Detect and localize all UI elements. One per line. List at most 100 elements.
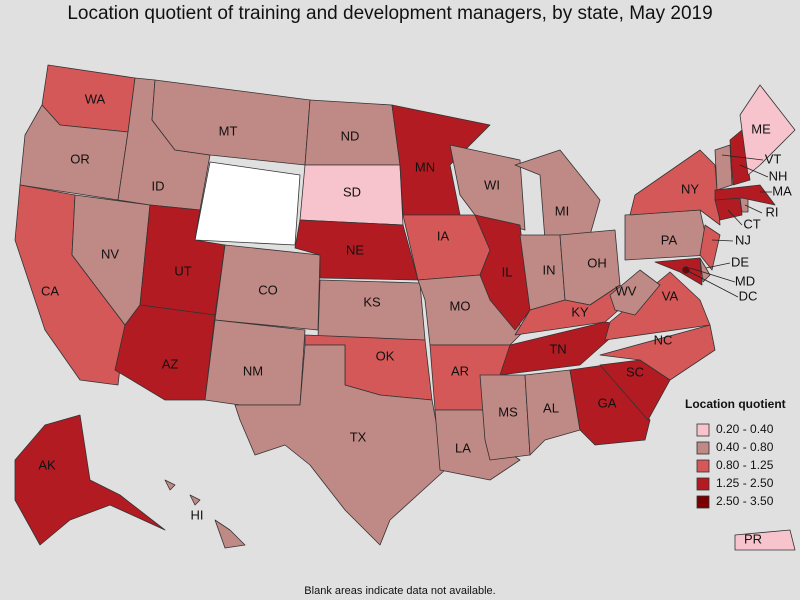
state-label: ND bbox=[341, 128, 360, 143]
state-label: OK bbox=[376, 348, 395, 363]
state-label: IL bbox=[502, 264, 513, 279]
state bbox=[499, 321, 626, 376]
state-label: TN bbox=[549, 341, 566, 356]
state-label: DE bbox=[731, 254, 749, 269]
state bbox=[714, 197, 743, 221]
map-title: Location quotient of training and develo… bbox=[67, 3, 712, 24]
state bbox=[189, 494, 201, 506]
state-label: GA bbox=[598, 395, 617, 410]
state-label: OR bbox=[70, 151, 90, 166]
state-label: AR bbox=[451, 363, 469, 378]
state bbox=[654, 257, 703, 286]
state-label: KY bbox=[571, 304, 589, 319]
legend-label: 2.50 - 3.50 bbox=[716, 494, 774, 508]
state-label: CT bbox=[743, 216, 760, 231]
state-label: NJ bbox=[735, 232, 751, 247]
state-label: PR bbox=[744, 531, 762, 546]
state bbox=[402, 214, 491, 281]
state bbox=[629, 149, 721, 226]
state bbox=[714, 184, 776, 206]
state bbox=[714, 144, 733, 191]
state-labels: WA OR CA NV ID MT UT AZ CO NM ND SD NE KS OK TX MN IA MO AR… bbox=[38, 91, 792, 546]
state-label: NE bbox=[346, 242, 364, 257]
legend-title: Location quotient bbox=[685, 397, 786, 411]
state-label: UT bbox=[174, 263, 191, 278]
state-label: TX bbox=[350, 429, 367, 444]
state bbox=[479, 374, 531, 461]
state bbox=[699, 224, 721, 271]
state-label: DC bbox=[739, 288, 758, 303]
legend-label: 0.80 - 1.25 bbox=[716, 458, 774, 472]
legend-swatch bbox=[696, 441, 710, 455]
legend-swatch bbox=[696, 477, 710, 491]
state-label: NV bbox=[101, 246, 119, 261]
state-label: WI bbox=[484, 177, 500, 192]
state-label: AK bbox=[38, 457, 56, 472]
state bbox=[214, 519, 246, 549]
legend-label: 0.20 - 0.40 bbox=[716, 422, 774, 436]
state-label: AZ bbox=[162, 356, 179, 371]
state-label: PA bbox=[661, 232, 678, 247]
state-label: CO bbox=[258, 282, 278, 297]
state-label: MS bbox=[498, 404, 518, 419]
state-label: WA bbox=[85, 91, 106, 106]
legend-swatch bbox=[696, 495, 710, 509]
leader-line bbox=[689, 267, 736, 283]
state bbox=[734, 529, 796, 551]
legend-label: 0.40 - 0.80 bbox=[716, 440, 774, 454]
state bbox=[739, 84, 796, 176]
states bbox=[14, 64, 796, 551]
state-label: SD bbox=[343, 184, 361, 199]
state-label: ME bbox=[751, 121, 771, 136]
state bbox=[164, 479, 176, 491]
state-label: MA bbox=[772, 183, 792, 198]
state-label: AL bbox=[543, 400, 559, 415]
leader-line bbox=[711, 239, 734, 242]
state bbox=[599, 324, 716, 381]
state bbox=[234, 344, 446, 546]
leader-line bbox=[705, 262, 731, 269]
state-label: WV bbox=[616, 283, 637, 298]
state-label: RI bbox=[766, 204, 779, 219]
state bbox=[699, 257, 711, 283]
state bbox=[114, 304, 216, 401]
state-label: HI bbox=[191, 507, 204, 522]
state-label: MT bbox=[219, 123, 238, 138]
legend-swatch bbox=[696, 423, 710, 437]
state-label: VA bbox=[662, 288, 679, 303]
state bbox=[604, 271, 711, 341]
state-label: SC bbox=[626, 364, 644, 379]
state-label: MD bbox=[735, 273, 755, 288]
state-label: MI bbox=[555, 203, 569, 218]
state bbox=[317, 279, 426, 341]
state-label: KS bbox=[363, 294, 381, 309]
state-label: MN bbox=[415, 159, 435, 174]
state-label: NY bbox=[681, 181, 699, 196]
state-label: ID bbox=[152, 178, 165, 193]
state bbox=[194, 161, 301, 246]
leader-line bbox=[744, 204, 763, 214]
legend: 0.20 - 0.40 0.40 - 0.80 0.80 - 1.25 1.25 - … bbox=[696, 422, 774, 509]
state-label: IN bbox=[543, 262, 556, 277]
state-label: IA bbox=[437, 228, 450, 243]
state bbox=[609, 269, 661, 316]
state-label: MO bbox=[450, 298, 471, 313]
state-label: NH bbox=[769, 168, 788, 183]
state-label: CA bbox=[41, 283, 59, 298]
footnote: Blank areas indicate data not available. bbox=[304, 585, 495, 597]
leader-line bbox=[721, 154, 764, 161]
leader-line bbox=[727, 209, 743, 226]
state-label: LA bbox=[455, 440, 471, 455]
state bbox=[14, 414, 166, 546]
state-label: OH bbox=[587, 255, 607, 270]
state-label: NM bbox=[243, 363, 263, 378]
legend-label: 1.25 - 2.50 bbox=[716, 476, 774, 490]
legend-swatch bbox=[696, 459, 710, 473]
state-label: NC bbox=[654, 332, 673, 347]
state bbox=[524, 369, 581, 456]
leader-line bbox=[739, 164, 769, 178]
state bbox=[294, 219, 419, 281]
state-label: VT bbox=[765, 151, 782, 166]
